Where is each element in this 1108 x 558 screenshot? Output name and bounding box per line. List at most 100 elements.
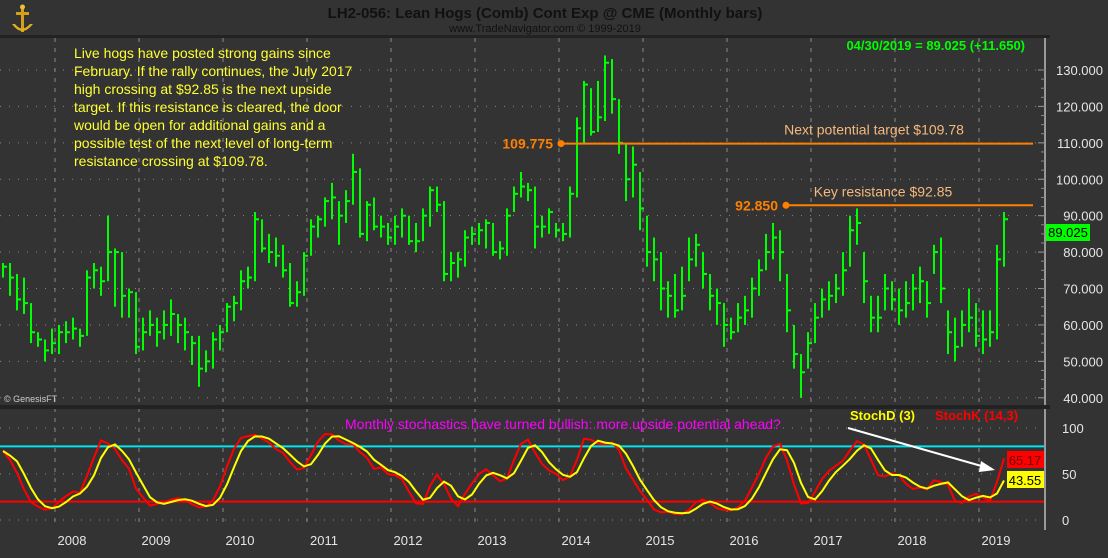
- price-bar: [674, 273, 679, 318]
- price-bar: [492, 222, 497, 256]
- price-bar: [779, 230, 784, 282]
- price-bar: [2, 263, 7, 278]
- chart-subtitle: www.TradeNavigator.com © 1999-2019: [448, 23, 641, 35]
- price-bar: [156, 317, 161, 347]
- price-bar: [324, 197, 329, 227]
- annotation-line: target. If this resistance is cleared, t…: [74, 99, 342, 115]
- level-label: 109.775: [502, 136, 553, 152]
- price-bar: [842, 252, 847, 296]
- price-bar: [142, 317, 147, 351]
- price-bar: [226, 303, 231, 333]
- price-bar: [569, 186, 574, 238]
- price-bar: [968, 288, 973, 333]
- credit: © GenesisFT: [4, 394, 58, 404]
- y-tick-label: 100.000: [1056, 172, 1103, 187]
- price-bar: [583, 80, 588, 143]
- y-tick-label: 130.000: [1056, 63, 1103, 78]
- header-separator: [0, 35, 1050, 38]
- price-bar: [534, 186, 539, 249]
- price-bar: [947, 310, 952, 355]
- price-bar: [800, 354, 805, 398]
- price-bar: [688, 237, 693, 282]
- price-bar: [443, 201, 448, 282]
- price-bar: [240, 270, 245, 311]
- price-bar: [457, 252, 462, 278]
- level-label: 92.850: [735, 197, 778, 213]
- last-quote: 04/30/2019 = 89.025 (+11.650): [846, 38, 1025, 53]
- price-bar: [380, 215, 385, 238]
- price-bar: [198, 335, 203, 387]
- price-bar: [499, 241, 504, 260]
- price-bar: [625, 142, 630, 202]
- price-bar: [114, 248, 119, 307]
- price-bar: [436, 186, 441, 213]
- price-bar: [716, 288, 721, 325]
- price-bar: [982, 310, 987, 355]
- price-bar: [744, 295, 749, 325]
- price-axis: 130.000 120.000 110.000 100.000 90.000 80.000…: [1038, 63, 1103, 406]
- price-bar: [954, 317, 959, 362]
- price-bar: [989, 310, 994, 347]
- price-bar: [254, 212, 259, 282]
- legend-stochd: StochD (3): [850, 408, 915, 423]
- price-bar: [464, 230, 469, 267]
- price-bar: [170, 299, 175, 336]
- price-bar: [65, 321, 70, 344]
- last-value-badge: 89.025: [1046, 224, 1090, 241]
- price-bar: [681, 266, 686, 311]
- price-bar: [359, 168, 364, 238]
- price-bar: [450, 252, 455, 282]
- price-bar: [310, 219, 315, 256]
- x-tick-label: 2017: [814, 533, 843, 548]
- price-bar: [891, 281, 896, 311]
- price-bar: [933, 244, 938, 274]
- price-bar: [23, 277, 28, 315]
- stochk-line: [2, 432, 1005, 515]
- price-bar: [51, 328, 56, 355]
- stoch-tick-label: 50: [1062, 467, 1076, 482]
- price-bar: [387, 222, 392, 245]
- price-bar: [296, 281, 301, 307]
- price-bar: [485, 219, 490, 249]
- y-tick-label: 120.000: [1056, 99, 1103, 114]
- price-bar: [345, 190, 350, 223]
- price-bar: [611, 59, 616, 114]
- level-caption: Next potential target $109.78: [784, 122, 964, 138]
- price-bar: [975, 303, 980, 347]
- y-tick-label: 50.000: [1063, 354, 1103, 369]
- price-bar: [30, 303, 35, 344]
- price-bar: [72, 317, 77, 340]
- price-bar: [100, 266, 105, 296]
- price-bar: [786, 273, 791, 333]
- price-bar: [555, 222, 560, 238]
- price-bar: [772, 222, 777, 260]
- y-tick-label: 110.000: [1057, 136, 1103, 151]
- stochd-line: [2, 435, 1005, 515]
- price-bar: [632, 146, 637, 198]
- price-bar: [58, 324, 63, 355]
- annotation-line: Live hogs have posted strong gains since: [74, 45, 331, 61]
- price-bar: [863, 252, 868, 304]
- price-bar: [289, 263, 294, 307]
- price-bar: [317, 215, 322, 238]
- stochd-value: 43.55: [1009, 473, 1042, 488]
- price-bar: [996, 244, 1001, 340]
- price-bar: [408, 215, 413, 245]
- level-caption: Key resistance $92.85: [814, 183, 953, 199]
- logo-icon: [12, 4, 33, 32]
- price-bar: [275, 237, 280, 267]
- price-bar: [548, 208, 553, 234]
- stoch-tick-label: 100: [1062, 421, 1084, 436]
- last-value-label: 89.025: [1048, 225, 1088, 240]
- x-tick-label: 2014: [562, 533, 591, 548]
- y-tick-label: 40.000: [1063, 391, 1103, 406]
- x-tick-label: 2010: [226, 533, 255, 548]
- price-bar: [177, 314, 182, 344]
- price-bar: [541, 215, 546, 238]
- price-bar: [527, 182, 532, 202]
- x-tick-label: 2013: [478, 533, 507, 548]
- annotation-line: resistance crossing at $109.78.: [74, 153, 268, 169]
- price-bar: [219, 324, 224, 351]
- x-axis: 2008 2009 2010 2011 2012 2013 2014 2015 2016 2017…: [58, 533, 1011, 548]
